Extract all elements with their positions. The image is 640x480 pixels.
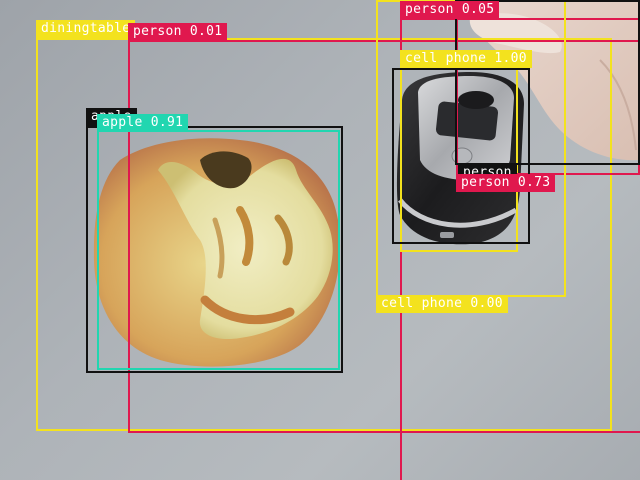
box-person-black (392, 68, 530, 244)
box-hand-black (455, 0, 640, 165)
label-apple-091: apple 0.91 (97, 114, 189, 132)
label-person-black: person (458, 164, 517, 174)
box-person-001 (128, 40, 640, 433)
label-diningtable: diningtable (36, 20, 136, 38)
label-person-001: person 0.01 (128, 23, 228, 41)
phone-shape (396, 72, 524, 245)
label-cell-phone-100: cell phone 1.00 (400, 50, 532, 68)
label-person-005: person 0.05 (400, 1, 500, 19)
label-person-073: person 0.73 (456, 174, 556, 192)
box-apple-black (86, 126, 343, 373)
label-cell-phone-000: cell phone 0.00 (376, 295, 508, 313)
box-diningtable (36, 38, 612, 431)
box-apple-091 (97, 130, 340, 370)
apple-shape (93, 138, 341, 367)
